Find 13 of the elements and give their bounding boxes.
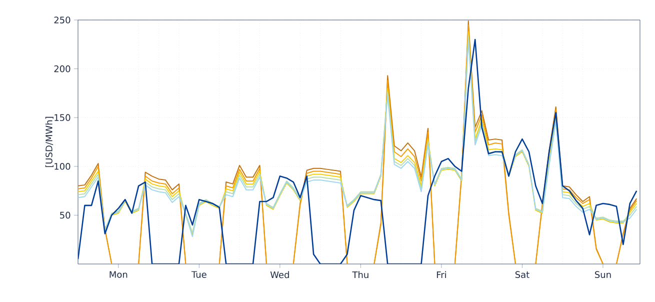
x-tick-label: Fri: [436, 271, 446, 278]
x-tick-label: Sun: [595, 271, 611, 278]
y-tick-label: 200: [54, 65, 70, 72]
x-tick-label: Mon: [110, 271, 128, 278]
x-tick-label: Wed: [270, 271, 289, 278]
y-tick-label: 250: [54, 16, 70, 24]
y-tick-label: 50: [60, 212, 70, 219]
x-tick-label: Sat: [515, 271, 530, 278]
y-tick-label: 100: [54, 162, 70, 170]
y-axis-title: [USD/MWh]: [45, 116, 54, 168]
x-tick-label: Thu: [352, 271, 368, 278]
y-tick-label: 150: [54, 114, 70, 121]
x-tick-label: Tue: [191, 271, 206, 278]
